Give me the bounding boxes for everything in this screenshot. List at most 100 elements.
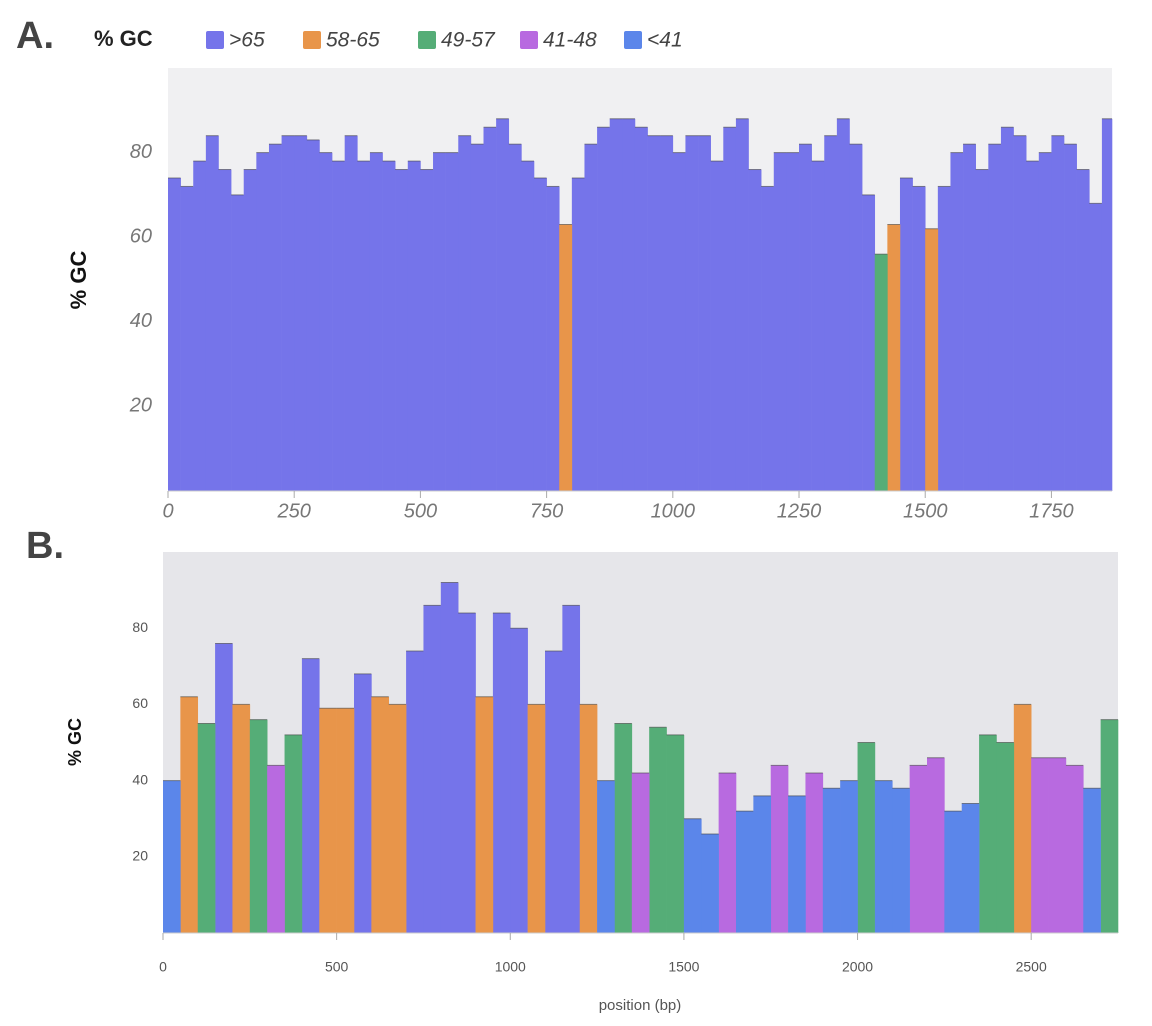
bar: [510, 628, 528, 933]
bar: [197, 723, 216, 933]
bar: [168, 177, 181, 492]
bar: [718, 772, 737, 933]
legend-swatch: [624, 31, 642, 49]
x-tick-label: 1000: [495, 959, 526, 975]
bar: [811, 161, 825, 491]
bar: [218, 169, 232, 491]
bar: [1013, 135, 1027, 491]
bar: [736, 811, 754, 933]
bar: [458, 135, 472, 491]
bar: [496, 118, 510, 491]
legend-label: >65: [229, 29, 265, 52]
panel-label: A.: [16, 15, 54, 57]
bar: [1100, 719, 1119, 933]
x-tick-label: 500: [404, 500, 437, 522]
bar: [1064, 144, 1077, 491]
bar: [597, 127, 611, 491]
bar: [249, 719, 268, 933]
bar: [961, 803, 980, 933]
legend-swatch: [520, 31, 538, 49]
y-tick-label: 20: [132, 848, 148, 864]
bar: [597, 780, 615, 933]
bar: [232, 704, 251, 933]
bar: [571, 177, 585, 492]
bar: [874, 780, 893, 933]
bar: [492, 612, 511, 933]
x-tick-label: 2500: [1016, 959, 1047, 975]
y-axis-label: % GC: [66, 251, 91, 310]
bar: [979, 734, 997, 933]
legend-swatch: [206, 31, 224, 49]
bar: [445, 152, 459, 491]
bar: [521, 161, 535, 491]
bar: [1031, 757, 1049, 933]
bar: [1013, 704, 1032, 933]
x-tick-label: 1500: [668, 959, 699, 975]
bar: [268, 144, 282, 491]
bar: [336, 708, 355, 933]
bar: [319, 152, 333, 491]
x-tick-label: 0: [159, 959, 167, 975]
legend-label: 49-57: [441, 29, 496, 52]
bar: [344, 135, 358, 491]
bar: [805, 772, 824, 933]
bar: [660, 135, 674, 491]
bar: [433, 152, 446, 491]
bar: [912, 186, 926, 491]
bar: [1051, 135, 1065, 491]
bar: [180, 696, 199, 933]
bar: [748, 169, 762, 491]
bar: [899, 177, 913, 492]
bar: [710, 161, 724, 491]
bar: [243, 169, 257, 491]
legend-title: % GC: [94, 26, 153, 51]
bar: [306, 139, 320, 491]
x-tick-label: 2000: [842, 959, 873, 975]
bar: [1026, 161, 1040, 491]
bar: [631, 772, 650, 933]
bar: [579, 704, 598, 933]
bar: [546, 186, 560, 491]
y-tick-label: 40: [130, 310, 152, 332]
bar: [786, 152, 800, 491]
y-tick-label: 60: [132, 695, 148, 711]
y-tick-label: 40: [132, 771, 148, 787]
bar: [840, 780, 858, 933]
legend-label: 58-65: [326, 29, 380, 52]
bar: [937, 186, 951, 491]
bar: [944, 811, 963, 933]
y-tick-label: 80: [130, 141, 152, 163]
bar: [773, 152, 787, 491]
bar: [622, 118, 636, 491]
bar: [988, 144, 1002, 491]
bar: [822, 788, 841, 933]
bar: [215, 643, 233, 933]
legend-label: <41: [647, 29, 683, 52]
x-tick-label: 1500: [903, 500, 948, 522]
bar: [892, 788, 910, 933]
bar: [753, 795, 772, 933]
bar: [545, 651, 563, 933]
bar: [180, 186, 194, 491]
bar: [1089, 203, 1103, 492]
bar: [849, 144, 863, 491]
bar: [301, 658, 320, 933]
bar: [647, 135, 661, 491]
x-tick-label: 500: [325, 959, 349, 975]
bar: [294, 135, 308, 491]
bar: [420, 169, 434, 491]
bar: [857, 742, 876, 933]
bar: [950, 152, 964, 491]
bar: [371, 696, 390, 933]
bar: [382, 161, 396, 491]
bar: [1065, 765, 1084, 933]
bar: [388, 704, 407, 933]
y-tick-label: 60: [130, 225, 152, 247]
bar: [1076, 169, 1090, 491]
bar: [683, 818, 702, 933]
bar: [354, 673, 372, 933]
panel-label: B.: [26, 525, 64, 567]
bar: [735, 118, 749, 491]
y-axis-label: % GC: [65, 718, 85, 766]
bar: [723, 127, 737, 491]
